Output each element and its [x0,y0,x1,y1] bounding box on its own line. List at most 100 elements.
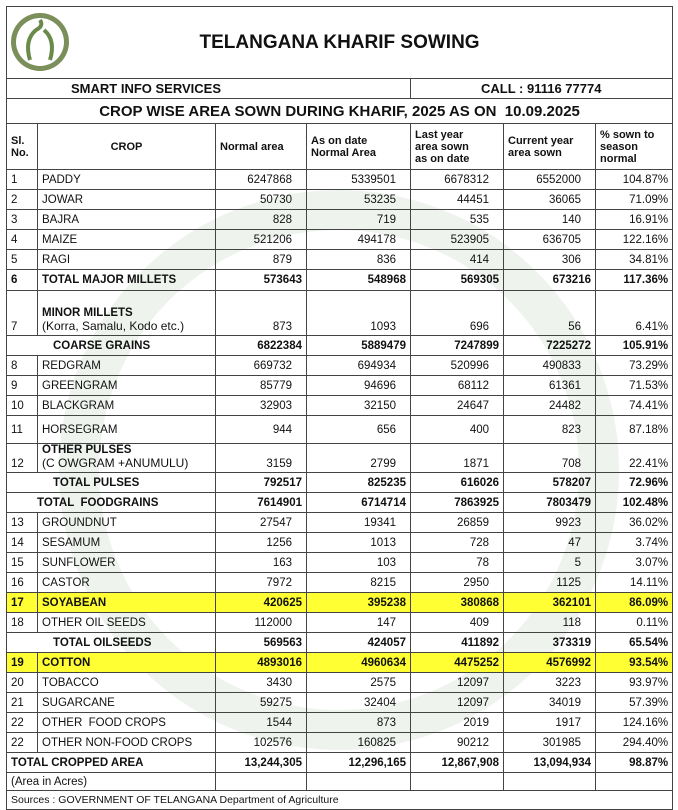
header-line: % sown to [600,128,655,141]
value: 44451 [410,189,504,210]
value: 828 [215,209,307,230]
value: 50730 [215,189,307,210]
crop: OTHER FOOD CROPS [37,712,216,733]
value: 86.09% [594,592,674,613]
value: 535 [410,209,504,230]
empty-cell [306,772,411,791]
value: 523905 [410,229,504,250]
value: 32150 [306,395,411,416]
crop: SOYABEAN [37,592,216,613]
sl-no: 15 [6,552,38,573]
value: 65.54% [594,632,674,653]
sources-row: Sources : GOVERNMENT OF TELANGANA Depart… [5,790,674,810]
area-note: (Area in Acres) [6,772,216,791]
value: 98.87% [594,752,674,773]
call: CALL : 91116 77774 [409,78,674,99]
value: 521206 [215,229,307,250]
value: 122.16% [594,229,674,250]
value: 9923 [503,512,596,533]
sl-no: 1 [6,169,38,190]
value: 103 [306,552,411,573]
value: 7803479 [503,492,596,513]
value: 85779 [215,375,307,396]
data-row: 2 JOWAR 50730 53235 44451 36065 71.09% [6,189,674,210]
value: 78 [410,552,504,573]
value: 12097 [410,692,504,713]
value: 548968 [306,269,411,291]
value: 719 [306,209,411,230]
header-line: Sl. [11,134,25,147]
value: 12,867,908 [410,752,504,773]
value: 53235 [306,189,411,210]
title: TELANGANA KHARIF SOWING [5,6,674,79]
crop: BLACKGRAM [37,395,216,416]
value: 93.54% [594,652,674,673]
value: 102576 [215,732,307,753]
value: 409 [410,612,504,633]
value: 694934 [306,355,411,376]
value: 14.11% [594,572,674,593]
value: 102.48% [594,492,674,513]
value: 656 [306,415,411,444]
data-row: 14 SESAMUM 1256 1013 728 47 3.74% [6,532,674,553]
crop: GROUNDNUT [37,512,216,533]
value: 944 [215,415,307,444]
value: 47 [503,532,596,553]
crop: SUNFLOWER [37,552,216,573]
value: 19341 [306,512,411,533]
crop: HORSEGRAM [37,415,216,444]
value: 1871 [410,443,504,473]
value: 24647 [410,395,504,416]
sl-no: 18 [6,612,38,633]
value: 669732 [215,355,307,376]
title-row: TELANGANA KHARIF SOWING [5,6,674,79]
value: 395238 [306,592,411,613]
area-note-row: (Area in Acres) [6,772,674,791]
value: 57.39% [594,692,674,713]
value: 2575 [306,672,411,693]
data-row: 13 GROUNDNUT 27547 19341 26859 9923 36.02% [6,512,674,533]
value: 4893016 [215,652,307,673]
value: 1013 [306,532,411,553]
value: 823 [503,415,596,444]
value: 94696 [306,375,411,396]
sl-no: 21 [6,692,38,713]
value: 12,296,165 [306,752,411,773]
value: 32404 [306,692,411,713]
value: 56 [503,290,596,336]
sl-no: 12 [6,443,38,473]
value: 420625 [215,592,307,613]
data-row: TOTAL OILSEEDS 569563 424057 411892 373319 65… [6,632,674,653]
sl-no: 19 [6,652,38,673]
value: 4576992 [503,652,596,673]
column-header: % sown to season normal [594,123,674,170]
column-header: Last year area sown as on date [410,123,504,170]
value: 74.41% [594,395,674,416]
value: 6822384 [215,335,307,356]
header-line: season [600,140,638,153]
value: 873 [215,290,307,336]
value: 728 [410,532,504,553]
value: 61361 [503,375,596,396]
sl-no: 11 [6,415,38,444]
value: 3.74% [594,532,674,553]
value: 3223 [503,672,596,693]
empty-cell [410,772,504,791]
value: 573643 [215,269,307,291]
crop: MAIZE [37,229,216,250]
crop: COTTON [37,652,216,673]
subtitle-row: CROP WISE AREA SOWN DURING KHARIF, 2025 … [5,98,674,124]
value: 93.97% [594,672,674,693]
value: 490833 [503,355,596,376]
crop: MINOR MILLETS (Korra, Samalu, Kodo etc.) [37,290,216,336]
value: 414 [410,249,504,270]
empty-cell [503,772,596,791]
value: 104.87% [594,169,674,190]
value: 12097 [410,672,504,693]
value: 636705 [503,229,596,250]
value: 6714714 [306,492,411,513]
value: 836 [306,249,411,270]
value: 68112 [410,375,504,396]
crop: OTHER NON-FOOD CROPS [37,732,216,753]
value: 6.41% [594,290,674,336]
